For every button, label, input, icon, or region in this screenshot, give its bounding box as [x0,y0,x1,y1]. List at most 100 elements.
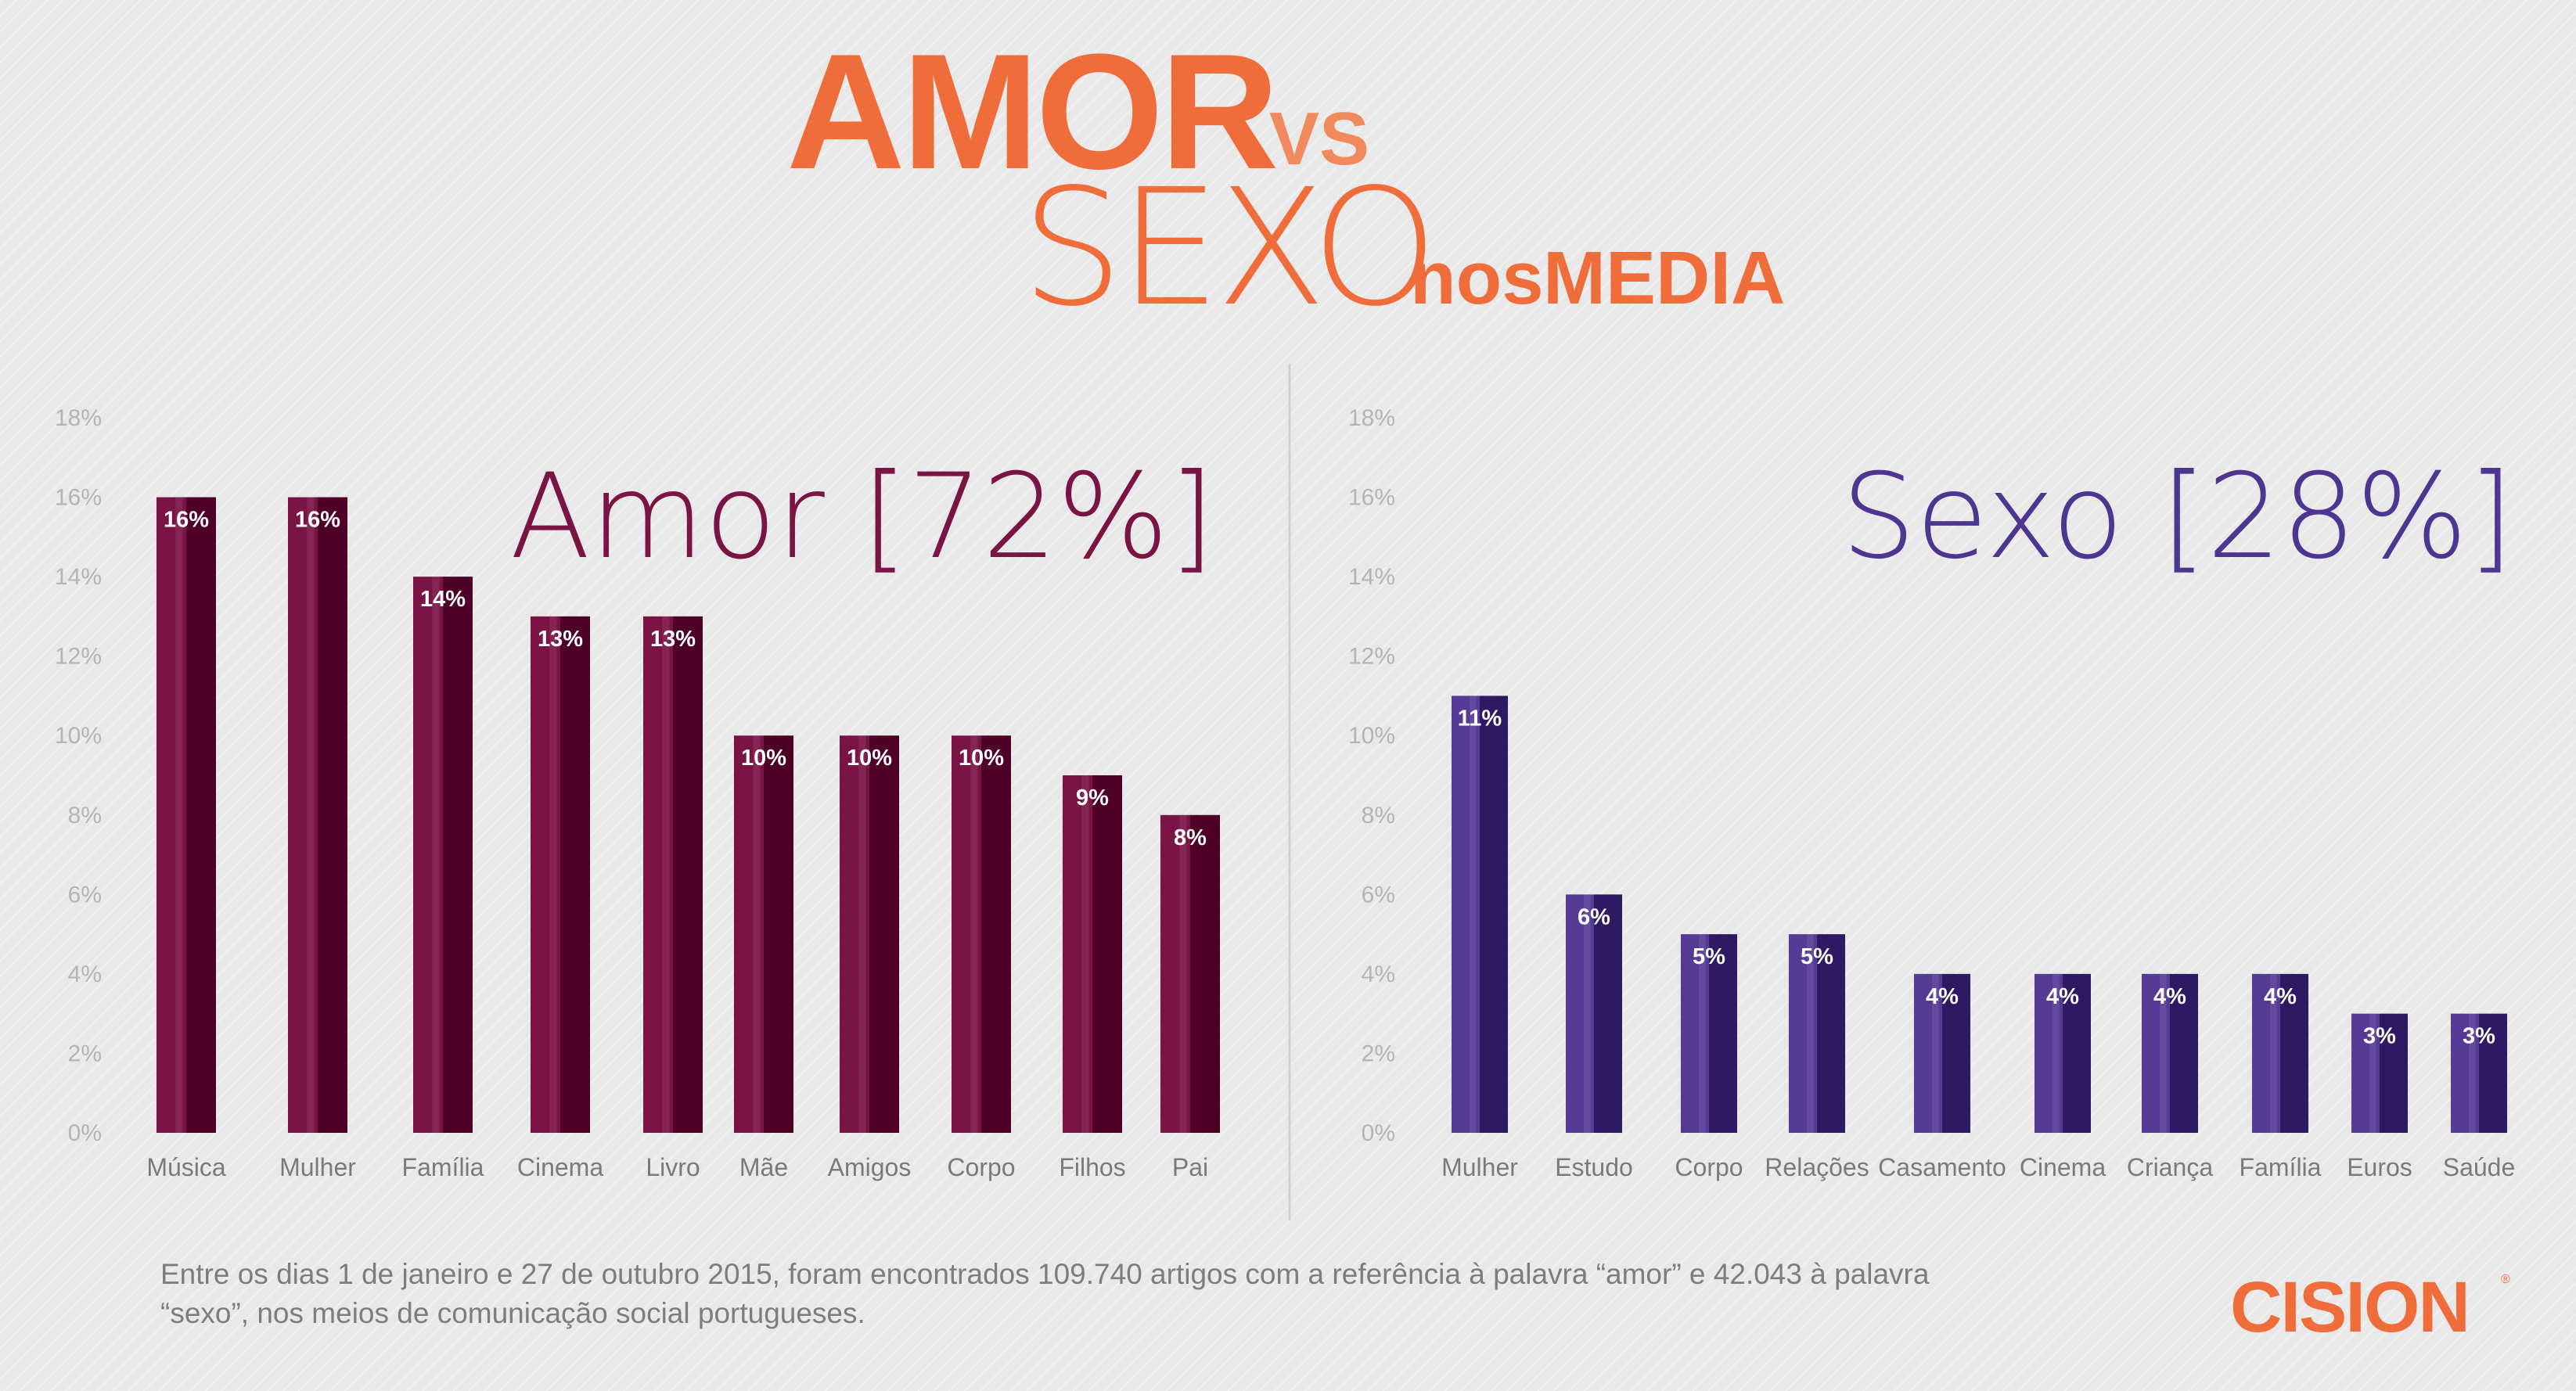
bar-saúde [2451,1013,2507,1133]
bar-face-dark [186,497,216,1133]
bar-face-light [840,735,869,1133]
bar-value-label: 9% [1076,785,1109,811]
bar-filhos [1063,775,1122,1133]
bar-face-light [643,616,673,1133]
bar-face-light [1452,696,1480,1133]
bar-highlight [1807,934,1814,1133]
x-category-label: Euros [2347,1153,2412,1181]
x-category-label: Família [2240,1153,2322,1181]
x-category-label: Música [146,1153,226,1181]
x-category-label: Cinema [517,1153,603,1181]
bar-face-dark [764,735,793,1133]
x-category-label: Corpo [947,1153,1015,1181]
bar-face-dark [1480,696,1508,1133]
y-tick-label: 12% [55,644,102,670]
title-sexo: SEXO [1021,154,1434,342]
bar-face-dark [673,616,703,1133]
y-tick-label: 18% [55,405,102,431]
bar-value-label: 10% [847,746,892,771]
bar-highlight [175,497,183,1133]
bar-highlight [1179,814,1187,1133]
bar-face-light [1789,934,1817,1133]
x-category-label: Corpo [1675,1153,1743,1181]
bar-highlight [970,735,978,1133]
chart-title-amor: Amor [72%] [510,449,1214,585]
bar-highlight [1699,934,1706,1133]
x-category-label: Mãe [739,1153,788,1181]
bar-highlight [1081,775,1089,1133]
bar-face-dark [1817,934,1845,1133]
bar-highlight [307,497,315,1133]
bar-face-dark [1190,814,1220,1133]
y-tick-label: 2% [68,1041,102,1066]
bar-face-dark [1092,775,1122,1133]
bar-face-light [2035,973,2063,1133]
amor-bar-chart: 0% 2% 4% 6% 8% 10% 12% 14% 16% 18% 16% Música 16% Mul… [55,405,1220,1181]
bar-value-label: 14% [420,587,466,612]
bar-face-dark [318,497,347,1133]
y-tick-label: 2% [1362,1041,1395,1066]
bar-face-dark [869,735,899,1133]
x-category-label: Cinema [2020,1153,2106,1181]
bar-corpo [1681,934,1737,1133]
bar-highlight [2053,973,2060,1133]
y-tick-label: 10% [55,723,102,749]
bar-face-dark [1709,934,1737,1133]
title-amor: AMOR [786,20,1276,203]
y-tick-label: 4% [68,961,102,987]
y-tick-label: 18% [1348,405,1395,431]
bar-face-dark [2280,973,2308,1133]
bar-face-dark [443,577,473,1133]
bar-família [2252,973,2308,1133]
bar-pai [1160,814,1220,1133]
cision-logo-registered: ® [2501,1273,2510,1286]
x-category-label: Família [402,1153,484,1181]
bar-highlight [2369,1013,2376,1133]
bar-highlight [2270,973,2277,1133]
bar-value-label: 3% [2463,1024,2495,1049]
y-tick-label: 14% [55,564,102,590]
bar-criança [2142,973,2198,1133]
y-tick-label: 0% [68,1120,102,1146]
bar-face-light [413,577,443,1133]
bar-euros [2351,1013,2408,1133]
cision-logo: CISION [2230,1267,2469,1347]
bar-face-dark [2479,1013,2507,1133]
y-tick-label: 8% [68,803,102,828]
bar-highlight [432,577,440,1133]
bar-face-light [2252,973,2280,1133]
x-category-label: Mulher [1441,1153,1518,1181]
bar-face-light [1160,814,1190,1133]
x-category-label: Casamento [1878,1153,2006,1181]
y-tick-label: 0% [1362,1120,1395,1146]
bar-face-light [157,497,186,1133]
bar-value-label: 13% [538,627,583,652]
x-category-label: Mulher [279,1153,356,1181]
y-tick-label: 6% [68,882,102,908]
bar-value-label: 5% [1693,944,1725,969]
bar-face-light [1566,894,1594,1133]
bar-cinema [531,616,590,1133]
bar-face-light [2142,973,2170,1133]
chart-title-sexo: Sexo [28%] [1841,449,2513,585]
y-tick-label: 10% [1348,723,1395,749]
bar-face-dark [981,735,1011,1133]
bar-face-light [734,735,764,1133]
bar-value-label: 16% [295,508,340,533]
bar-mãe [734,735,793,1133]
bar-face-light [952,735,981,1133]
bar-value-label: 4% [2153,984,2186,1009]
bar-value-label: 8% [1174,825,1207,850]
bar-face-dark [2380,1013,2408,1133]
bar-mulher [288,497,347,1133]
title-nos: nos [1410,236,1544,320]
bar-face-dark [1594,894,1622,1133]
x-category-label: Relações [1765,1153,1869,1181]
footnote: Entre os dias 1 de janeiro e 27 de outub… [160,1258,1930,1329]
y-tick-label: 4% [1362,961,1395,987]
bar-face-light [2451,1013,2479,1133]
x-category-label: Livro [646,1153,700,1181]
y-tick-label: 8% [1362,803,1395,828]
y-tick-label: 16% [55,485,102,511]
